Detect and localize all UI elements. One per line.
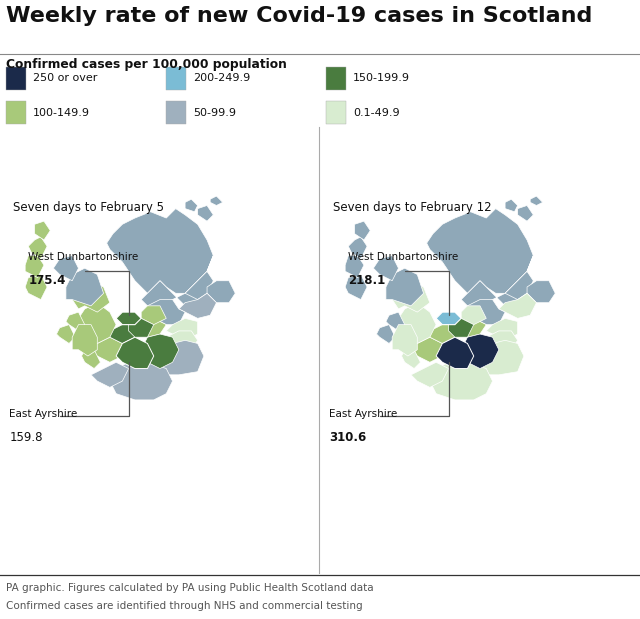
Polygon shape xyxy=(411,362,449,387)
Polygon shape xyxy=(28,237,47,259)
Text: 250 or over: 250 or over xyxy=(33,74,98,84)
Polygon shape xyxy=(436,337,474,368)
Polygon shape xyxy=(110,362,173,400)
Polygon shape xyxy=(505,271,533,300)
Polygon shape xyxy=(392,281,430,312)
Polygon shape xyxy=(141,306,166,324)
Polygon shape xyxy=(25,274,47,300)
Polygon shape xyxy=(427,209,533,293)
Polygon shape xyxy=(386,312,404,331)
Polygon shape xyxy=(91,337,122,362)
Polygon shape xyxy=(345,256,364,277)
Polygon shape xyxy=(135,318,166,337)
Polygon shape xyxy=(402,350,420,368)
Polygon shape xyxy=(355,221,370,240)
Polygon shape xyxy=(527,281,556,303)
Polygon shape xyxy=(207,281,236,303)
Text: Weekly rate of new Covid-19 cases in Scotland: Weekly rate of new Covid-19 cases in Sco… xyxy=(6,6,593,25)
Polygon shape xyxy=(461,300,505,324)
Polygon shape xyxy=(179,293,216,318)
Polygon shape xyxy=(91,362,129,387)
Polygon shape xyxy=(141,300,185,324)
Polygon shape xyxy=(25,256,44,277)
Polygon shape xyxy=(530,196,543,206)
Polygon shape xyxy=(56,324,76,344)
Polygon shape xyxy=(499,293,536,318)
Polygon shape xyxy=(116,337,154,368)
Polygon shape xyxy=(166,318,198,340)
Bar xyxy=(6,102,26,124)
Polygon shape xyxy=(185,271,213,300)
Polygon shape xyxy=(430,362,493,400)
Text: 200-249.9: 200-249.9 xyxy=(193,74,250,84)
Text: Seven days to February 5: Seven days to February 5 xyxy=(13,201,164,214)
Polygon shape xyxy=(461,334,499,368)
Polygon shape xyxy=(72,281,110,312)
Polygon shape xyxy=(376,324,396,344)
Polygon shape xyxy=(198,206,213,221)
Polygon shape xyxy=(79,303,116,344)
Polygon shape xyxy=(82,350,100,368)
Text: 310.6: 310.6 xyxy=(330,431,367,444)
Text: 0.1-49.9: 0.1-49.9 xyxy=(353,108,400,118)
Polygon shape xyxy=(518,206,533,221)
Text: Seven days to February 12: Seven days to February 12 xyxy=(333,201,492,214)
Polygon shape xyxy=(116,312,141,324)
Polygon shape xyxy=(110,324,135,344)
Polygon shape xyxy=(386,268,424,306)
Polygon shape xyxy=(141,340,204,375)
Polygon shape xyxy=(72,324,97,356)
Polygon shape xyxy=(210,196,223,206)
Polygon shape xyxy=(345,274,367,300)
Text: West Dunbartonshire: West Dunbartonshire xyxy=(348,252,458,262)
Polygon shape xyxy=(455,318,486,337)
Polygon shape xyxy=(141,256,213,306)
Bar xyxy=(166,102,186,124)
Polygon shape xyxy=(505,199,518,212)
Polygon shape xyxy=(185,199,198,212)
Text: 159.8: 159.8 xyxy=(10,431,43,444)
Polygon shape xyxy=(160,331,198,356)
Polygon shape xyxy=(449,318,474,337)
Polygon shape xyxy=(461,306,486,324)
Polygon shape xyxy=(461,256,533,306)
Text: Confirmed cases are identified through NHS and commercial testing: Confirmed cases are identified through N… xyxy=(6,602,363,612)
Polygon shape xyxy=(53,256,79,281)
Polygon shape xyxy=(480,331,518,356)
Polygon shape xyxy=(35,221,51,240)
Polygon shape xyxy=(129,318,154,337)
Polygon shape xyxy=(373,256,399,281)
Polygon shape xyxy=(486,318,518,340)
Polygon shape xyxy=(141,334,179,368)
Text: 218.1: 218.1 xyxy=(348,274,385,287)
Polygon shape xyxy=(66,268,104,306)
Text: East Ayrshire: East Ayrshire xyxy=(330,409,397,418)
Polygon shape xyxy=(436,312,461,324)
Polygon shape xyxy=(348,237,367,259)
Text: 150-199.9: 150-199.9 xyxy=(353,74,410,84)
Polygon shape xyxy=(461,340,524,375)
Bar xyxy=(326,67,346,90)
Text: 100-149.9: 100-149.9 xyxy=(33,108,90,118)
Text: PA graphic. Figures calculated by PA using Public Health Scotland data: PA graphic. Figures calculated by PA usi… xyxy=(6,583,374,593)
Text: West Dunbartonshire: West Dunbartonshire xyxy=(28,252,138,262)
Polygon shape xyxy=(107,209,213,293)
Bar xyxy=(326,102,346,124)
Text: 175.4: 175.4 xyxy=(28,274,66,287)
Bar xyxy=(166,67,186,90)
Polygon shape xyxy=(392,324,417,356)
Polygon shape xyxy=(66,312,84,331)
Polygon shape xyxy=(411,337,442,362)
Text: Confirmed cases per 100,000 population: Confirmed cases per 100,000 population xyxy=(6,58,287,71)
Text: 50-99.9: 50-99.9 xyxy=(193,108,236,118)
Text: East Ayrshire: East Ayrshire xyxy=(10,409,77,418)
Bar xyxy=(6,67,26,90)
Polygon shape xyxy=(399,303,436,344)
Polygon shape xyxy=(430,324,455,344)
